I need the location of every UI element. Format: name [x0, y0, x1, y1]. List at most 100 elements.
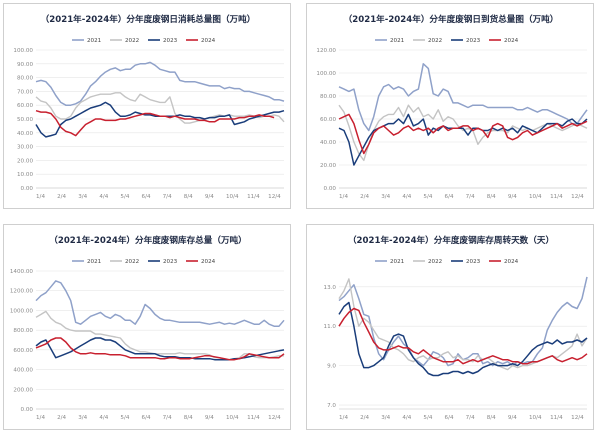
x-tick-label: 6/4	[142, 194, 151, 200]
y-tick-label: 0.00	[324, 186, 337, 192]
y-tick-label: 1000.00	[10, 308, 34, 314]
series-line-2023	[35, 337, 285, 361]
legend-label-2024: 2024	[201, 259, 216, 265]
y-tick-label: 40.00	[320, 140, 336, 146]
chart-panel-daily-arrival: （2021年-2024年）分年度废钢日到货总量图（万吨） 2021 2022 2023…	[306, 3, 594, 209]
chart-panel-turnover-days: （2021年-2024年）分年度废钢库存周转天数（天） 2021 2022 2023 2…	[306, 224, 594, 430]
y-tick-label: 50.00	[17, 117, 33, 123]
chart-svg: （2021年-2024年）分年度废钢日消耗总量图（万吨） 2021 2022 2023…	[13, 13, 285, 200]
x-tick-label: 2/4	[360, 194, 369, 200]
y-tick-label: 800.00	[13, 328, 33, 334]
legend-label-2022: 2022	[125, 38, 139, 44]
x-tick-label: 1/4	[339, 415, 348, 421]
series-line-2024	[35, 109, 275, 137]
x-tick-label: 10/4	[529, 415, 542, 421]
x-tick-label: 3/4	[381, 415, 390, 421]
x-tick-label: 2/4	[57, 194, 66, 200]
chart-svg: （2021年-2024年）分年度废钢库存周转天数（天） 2021 2022 2023 2…	[324, 234, 588, 421]
legend-label-2022: 2022	[125, 259, 139, 265]
series-line-2024	[338, 307, 588, 365]
legend-label-2024: 2024	[201, 38, 216, 44]
legend-label-2023: 2023	[466, 259, 481, 265]
legend-label-2021: 2021	[390, 259, 405, 265]
x-tick-label: 3/4	[78, 194, 87, 200]
x-tick-label: 3/4	[381, 194, 390, 200]
y-tick-label: 20.00	[17, 158, 33, 164]
y-tick-label: 10.00	[17, 172, 33, 178]
x-tick-label: 8/4	[487, 194, 496, 200]
x-tick-label: 10/4	[226, 415, 239, 421]
x-tick-label: 6/4	[142, 415, 151, 421]
x-tick-label: 8/4	[184, 415, 193, 421]
y-tick-label: 70.00	[17, 89, 33, 95]
series-line-2021	[338, 63, 588, 132]
y-tick-label: 7.0	[327, 403, 336, 409]
x-tick-label: 6/4	[445, 194, 454, 200]
y-tick-label: 400.00	[13, 368, 33, 374]
x-tick-label: 12/4	[268, 194, 281, 200]
x-tick-label: 7/4	[466, 194, 475, 200]
chart-svg: （2021年-2024年）分年度废钢库存总量（万吨） 2021 2022 2023 20…	[10, 234, 285, 421]
legend-label-2021: 2021	[87, 259, 102, 265]
series-line-2023	[338, 301, 588, 377]
y-tick-label: 90.00	[17, 62, 33, 68]
legend-label-2024: 2024	[504, 259, 519, 265]
x-tick-label: 10/4	[226, 194, 239, 200]
legend-label-2023: 2023	[466, 38, 481, 44]
chart-panel-inventory: （2021年-2024年）分年度废钢库存总量（万吨） 2021 2022 2023 20…	[3, 224, 291, 430]
y-tick-label: 120.00	[316, 48, 336, 54]
x-tick-label: 9/4	[508, 194, 517, 200]
y-tick-label: 200.00	[13, 387, 33, 393]
y-tick-label: 0.00	[21, 186, 34, 192]
x-tick-label: 12/4	[268, 415, 281, 421]
series-line-2023	[35, 101, 285, 138]
x-tick-label: 11/4	[550, 415, 563, 421]
series-line-2021	[338, 276, 588, 367]
y-tick-label: 40.00	[17, 131, 33, 137]
x-tick-label: 1/4	[36, 194, 45, 200]
y-tick-label: 80.00	[320, 94, 336, 100]
y-tick-label: 100.00	[13, 48, 33, 54]
legend-label-2021: 2021	[390, 38, 405, 44]
series-line-2022	[35, 92, 285, 124]
x-tick-label: 12/4	[571, 415, 584, 421]
x-tick-label: 4/4	[402, 415, 411, 421]
x-tick-label: 7/4	[466, 415, 475, 421]
series-line-2024	[338, 113, 588, 155]
chart-title: （2021年-2024年）分年度废钢日消耗总量图（万吨）	[41, 13, 256, 25]
x-tick-label: 9/4	[205, 415, 214, 421]
legend-label-2024: 2024	[504, 38, 519, 44]
y-tick-label: 11.0	[324, 324, 337, 330]
series-line-2022	[338, 104, 588, 162]
x-tick-label: 12/4	[571, 194, 584, 200]
y-tick-label: 9.0	[327, 364, 336, 370]
series-line-2021	[35, 61, 285, 106]
legend-label-2023: 2023	[163, 38, 178, 44]
x-tick-label: 4/4	[402, 194, 411, 200]
x-tick-label: 1/4	[339, 194, 348, 200]
legend-label-2021: 2021	[87, 38, 102, 44]
y-tick-label: 80.00	[17, 76, 33, 82]
y-tick-label: 100.00	[316, 71, 336, 77]
x-tick-label: 11/4	[247, 194, 260, 200]
legend-label-2022: 2022	[428, 259, 442, 265]
chart-svg: （2021年-2024年）分年度废钢日到货总量图（万吨） 2021 2022 2023…	[316, 13, 588, 200]
x-tick-label: 7/4	[163, 194, 172, 200]
legend-label-2023: 2023	[163, 259, 178, 265]
x-tick-label: 5/4	[120, 415, 129, 421]
y-tick-label: 60.00	[17, 103, 33, 109]
x-tick-label: 6/4	[445, 415, 454, 421]
series-line-2023	[338, 113, 588, 166]
x-tick-label: 4/4	[99, 415, 108, 421]
y-tick-label: 0.00	[21, 407, 34, 413]
chart-title: （2021年-2024年）分年度废钢库存周转天数（天）	[348, 234, 554, 246]
x-tick-label: 5/4	[423, 194, 432, 200]
y-tick-label: 1200.00	[10, 289, 34, 295]
x-tick-label: 11/4	[247, 415, 260, 421]
x-tick-label: 4/4	[99, 194, 108, 200]
chart-title: （2021年-2024年）分年度废钢库存总量（万吨）	[49, 234, 247, 246]
chart-title: （2021年-2024年）分年度废钢日到货总量图（万吨）	[344, 13, 559, 25]
x-tick-label: 9/4	[508, 415, 517, 421]
x-tick-label: 5/4	[423, 415, 432, 421]
x-tick-label: 7/4	[163, 415, 172, 421]
